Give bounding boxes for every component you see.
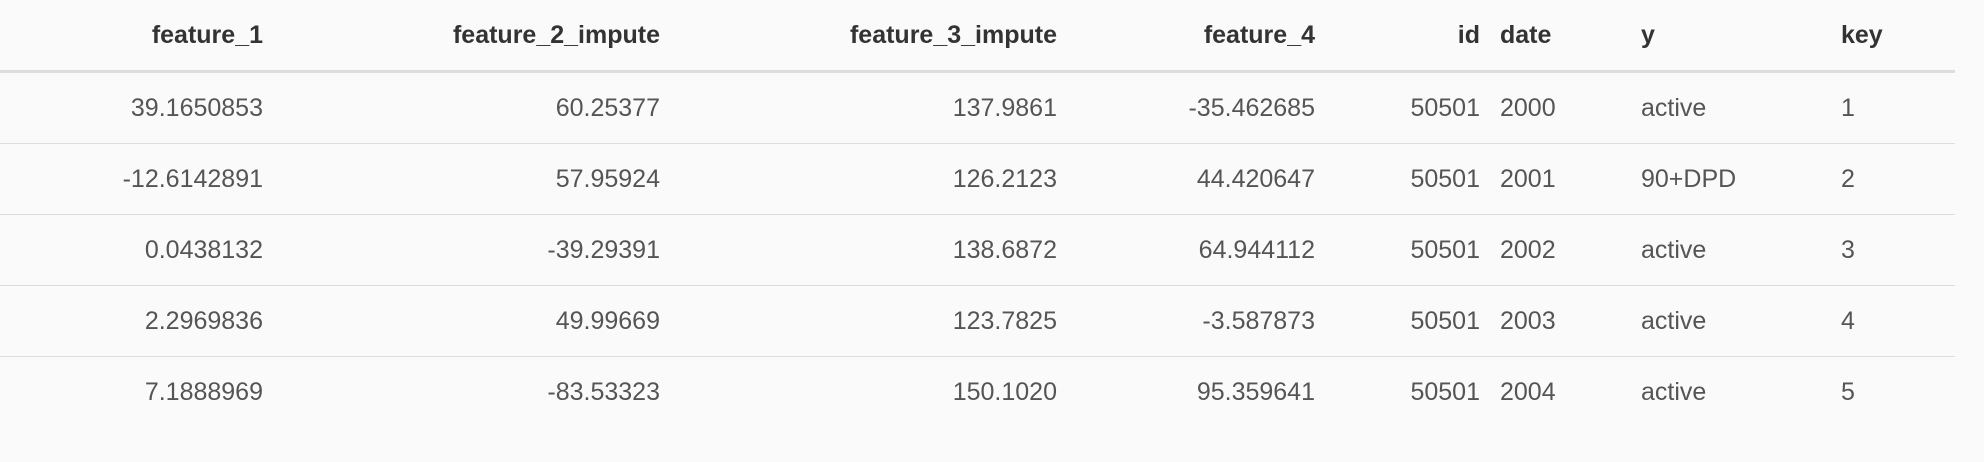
column-header-date: date [1500,0,1641,73]
table-row: 2.2969836 49.99669 123.7825 -3.587873 50… [0,285,1955,357]
column-header-feature-2-impute: feature_2_impute [283,0,680,73]
cell-feature-1: -12.6142891 [0,143,283,215]
cell-key: 2 [1841,143,1955,215]
cell-feature-4: -3.587873 [1077,285,1335,357]
header-row: feature_1 feature_2_impute feature_3_imp… [0,0,1955,73]
cell-y: active [1641,93,1707,122]
cell-date: 2004 [1500,356,1641,427]
cell-feature-4: -35.462685 [1188,93,1315,122]
cell-feature-2-impute: -83.53323 [283,356,680,427]
cell-date: 2000 [1500,93,1556,122]
cell-feature-3-impute: 150.1020 [680,356,1077,427]
cell-y: 90+DPD [1641,143,1841,215]
cell-key: 1 [1841,93,1855,122]
cell-id: 50501 [1335,143,1500,215]
cell-key: 5 [1841,356,1955,427]
cell-y: active [1641,285,1841,357]
column-header-key: key [1841,0,1955,73]
cell-feature-1: 7.1888969 [0,356,283,427]
cell-feature-2-impute: 49.99669 [283,285,680,357]
table-row: 0.0438132 -39.29391 138.6872 64.944112 5… [0,214,1955,286]
column-header-feature-4: feature_4 [1077,0,1335,73]
cell-date: 2002 [1500,214,1641,286]
cell-feature-3-impute: 123.7825 [680,285,1077,357]
cell-feature-1: 39.1650853 [130,93,263,122]
cell-feature-1: 2.2969836 [0,285,283,357]
column-header-y: y [1641,0,1841,73]
cell-feature-3-impute: 137.9861 [952,93,1057,122]
cell-feature-2-impute: 60.25377 [555,93,660,122]
cell-key: 4 [1841,285,1955,357]
cell-id: 50501 [1335,285,1500,357]
cell-key: 3 [1841,214,1955,286]
cell-feature-2-impute: 57.95924 [283,143,680,215]
cell-y: active [1641,356,1841,427]
cell-date: 2001 [1500,143,1641,215]
cell-id: 50501 [1410,93,1480,122]
cell-feature-4: 64.944112 [1077,214,1335,286]
cell-feature-4: 44.420647 [1077,143,1335,215]
cell-feature-3-impute: 138.6872 [680,214,1077,286]
column-header-feature-3-impute: feature_3_impute [680,0,1077,73]
cell-feature-3-impute: 126.2123 [680,143,1077,215]
table-row: 7.1888969 -83.53323 150.1020 95.359641 5… [0,356,1955,427]
cell-feature-1: 0.0438132 [0,214,283,286]
cell-feature-4: 95.359641 [1077,356,1335,427]
cell-id: 50501 [1335,356,1500,427]
cell-id: 50501 [1335,214,1500,286]
table-row: -12.6142891 57.95924 126.2123 44.420647 … [0,143,1955,215]
table-row: 39.1650853 60.25377 137.9861 -35.462685 … [0,72,1955,144]
data-table: feature_1 feature_2_impute feature_3_imp… [0,0,1955,427]
column-header-id: id [1335,0,1500,73]
cell-feature-2-impute: -39.29391 [283,214,680,286]
column-header-feature-1: feature_1 [0,0,283,73]
cell-y: active [1641,214,1841,286]
cell-date: 2003 [1500,285,1641,357]
